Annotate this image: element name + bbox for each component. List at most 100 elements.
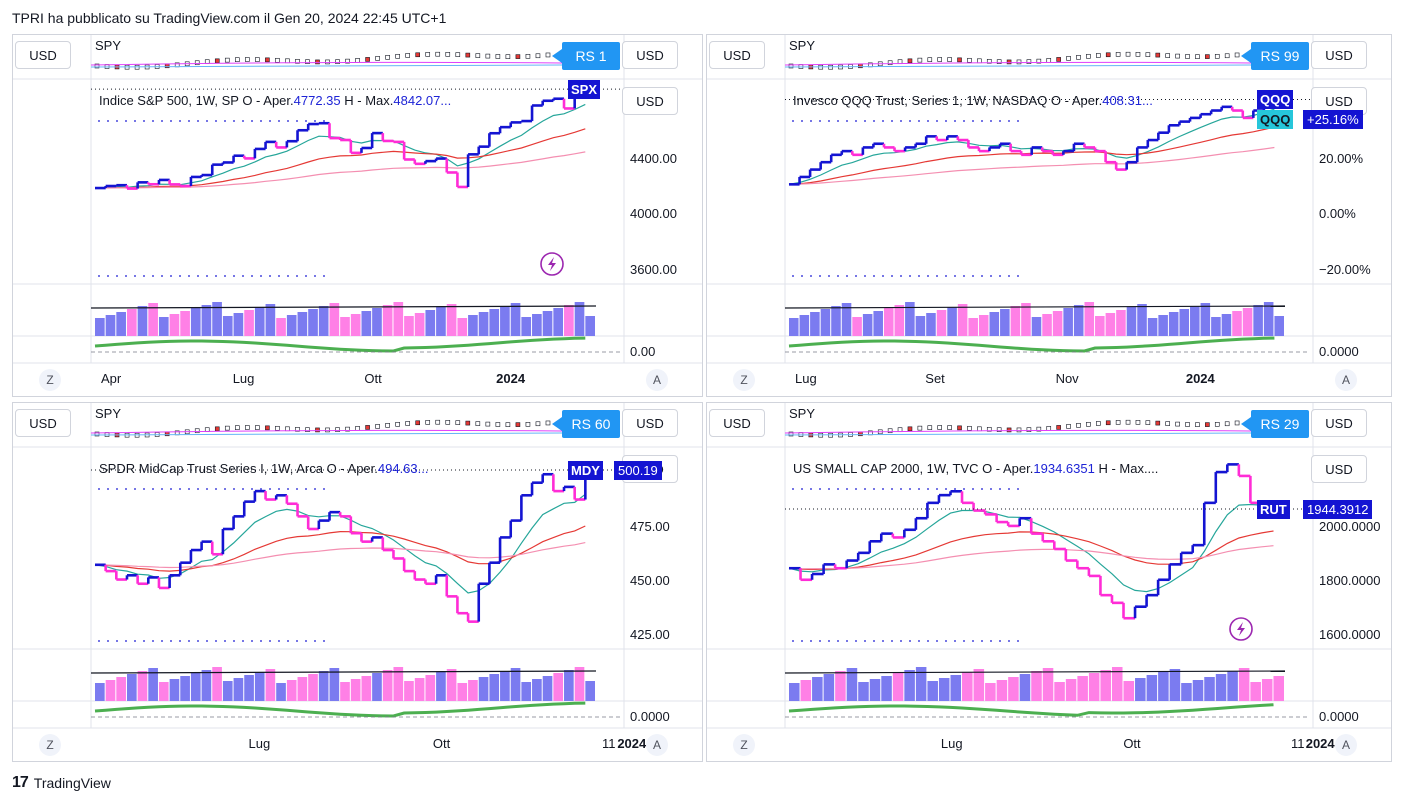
zoom-toggle-button[interactable]: Z (733, 369, 755, 391)
price-bar (221, 161, 234, 165)
rs-rating-badge[interactable]: RS 29 (1241, 410, 1309, 438)
spy-band-candle (285, 426, 290, 432)
price-bar (285, 495, 298, 506)
volume-bar (222, 681, 233, 701)
currency-button-main[interactable]: USD (622, 87, 678, 115)
price-axis-label: 1800.0000 (1319, 573, 1381, 589)
time-axis-label: Ott (364, 371, 382, 386)
volume-bar (904, 670, 915, 701)
price-bar (168, 179, 181, 186)
rs-oscillator-line (788, 703, 1274, 717)
currency-button-main[interactable]: USD (1311, 455, 1367, 483)
chart-panel-rut[interactable]: USD USD USD SPY RS 29 US SMALL CAP 2000, 1W, … (706, 402, 1392, 762)
volume-bar (823, 674, 835, 701)
series-legend[interactable]: US SMALL CAP 2000, 1W, TVC O - Aper.1934… (793, 461, 1158, 476)
volume-bar (1200, 303, 1211, 336)
auto-scale-button[interactable]: A (1335, 734, 1357, 756)
price-bar (466, 613, 479, 623)
price-bar (392, 140, 405, 144)
spy-band-candle (1056, 425, 1061, 430)
currency-button-left[interactable]: USD (709, 409, 765, 437)
spy-band-candle (1224, 421, 1230, 427)
spy-band-candle (214, 426, 220, 432)
rs-rating-badge[interactable]: RS 1 (552, 42, 620, 70)
spy-band-candle (405, 421, 410, 426)
ticker-tag: MDY (568, 461, 603, 481)
volume-bar (521, 317, 532, 336)
spy-band-candle (1016, 59, 1022, 65)
flash-event-icon[interactable] (1229, 617, 1253, 641)
spy-band-candle (1155, 52, 1161, 58)
rs-rating-badge[interactable]: RS 99 (1241, 42, 1309, 70)
price-bar (914, 142, 927, 148)
series-legend[interactable]: Indice S&P 500, 1W, SP O - Aper.4772.35 … (99, 93, 451, 108)
auto-scale-button[interactable]: A (1335, 369, 1357, 391)
chart-svg[interactable] (707, 35, 1391, 396)
price-bar (498, 536, 511, 563)
spy-band-candle (967, 425, 972, 431)
volume-bar (190, 673, 201, 701)
price-bar (552, 474, 565, 493)
spy-band-candle (907, 426, 913, 432)
rs-rating-badge[interactable]: RS 60 (552, 410, 620, 438)
spy-band-candle (1185, 422, 1190, 427)
chart-svg[interactable] (707, 403, 1391, 761)
price-bar (296, 503, 309, 518)
spy-band-candle (996, 59, 1002, 64)
currency-button-left[interactable]: USD (15, 41, 71, 69)
price-bar (903, 528, 916, 538)
chart-svg[interactable] (13, 403, 702, 761)
price-bar (232, 515, 245, 529)
volume-bar (1227, 671, 1238, 701)
currency-button-top-right[interactable]: USD (622, 409, 678, 437)
spy-band-candle (1205, 422, 1210, 427)
spy-band-candle (535, 53, 541, 59)
currency-button-main[interactable]: USD (1311, 87, 1367, 115)
price-bar (178, 561, 191, 576)
currency-button-top-right[interactable]: USD (622, 41, 678, 69)
price-bar (1133, 605, 1147, 619)
price-bar (833, 564, 847, 570)
price-bar (477, 582, 490, 622)
currency-button-left[interactable]: USD (15, 409, 71, 437)
spy-band-candle (986, 426, 992, 432)
currency-button-top-right[interactable]: USD (1311, 41, 1367, 69)
tradingview-brand[interactable]: 17 TradingView (12, 774, 111, 792)
price-bar (104, 184, 117, 189)
price-bar (146, 182, 159, 186)
price-bar (242, 155, 255, 160)
volume-bar (1123, 681, 1135, 701)
volume-bar (414, 678, 425, 701)
last-price-tag: 500.19 (614, 461, 662, 481)
zoom-toggle-button[interactable]: Z (39, 734, 61, 756)
spy-band-candle (977, 58, 982, 64)
chart-panel-spx[interactable]: USD USD USD SPY RS 1 Indice S&P 500, 1W, SP O… (12, 34, 703, 397)
time-axis-label-extra: 11 (602, 736, 616, 751)
price-bar (945, 135, 958, 141)
volume-bar (244, 675, 254, 701)
flash-event-icon[interactable] (540, 252, 564, 276)
auto-scale-button[interactable]: A (646, 369, 668, 391)
price-bar (1099, 575, 1112, 597)
volume-bar (985, 683, 996, 701)
volume-bar (564, 670, 574, 701)
auto-scale-button[interactable]: A (646, 734, 668, 756)
price-bar (338, 138, 351, 142)
currency-button-left[interactable]: USD (709, 41, 765, 69)
price-bar (1030, 146, 1043, 155)
series-legend[interactable]: Invesco QQQ Trust, Series 1, 1W, NASDAQ … (793, 93, 1153, 108)
spy-band-candle (545, 420, 551, 426)
price-bar (552, 97, 565, 101)
series-legend[interactable]: SPDR MidCap Trust Series I, 1W, Arca O -… (99, 461, 428, 476)
spy-band-candle (375, 56, 380, 61)
zoom-toggle-button[interactable]: Z (39, 369, 61, 391)
price-bar (381, 133, 394, 143)
currency-button-top-right[interactable]: USD (1311, 409, 1367, 437)
volume-bar (1147, 318, 1158, 336)
volume-bar (1250, 682, 1261, 701)
legend-open-value: 4772.35 (293, 93, 341, 108)
chart-panel-qqq[interactable]: USD USD USD SPY RS 99 Invesco QQQ Trust, Seri… (706, 34, 1392, 397)
price-bar (998, 142, 1011, 148)
zoom-toggle-button[interactable]: Z (733, 734, 755, 756)
